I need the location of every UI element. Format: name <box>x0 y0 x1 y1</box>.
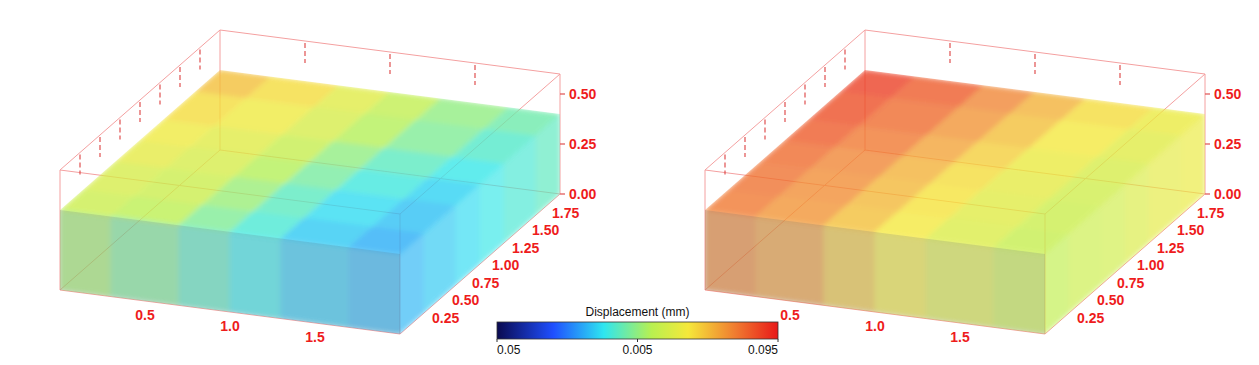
colorbar-tick-label: 0.095 <box>748 343 778 357</box>
colorbar-bar <box>497 322 778 339</box>
y-tick-label: 1.00 <box>492 257 519 273</box>
y-tick-label: 0.25 <box>1077 310 1104 326</box>
side-cell <box>536 114 560 215</box>
z-tick <box>1205 93 1210 94</box>
y-tick <box>179 67 180 87</box>
side-cell <box>456 184 480 285</box>
colorbar-tick <box>497 339 498 342</box>
side-cell <box>1045 233 1069 334</box>
panel-0: 0.51.01.50.250.500.751.001.251.501.750.0… <box>60 30 596 345</box>
colorbar-tick <box>778 339 779 342</box>
frame-edge <box>865 30 1205 74</box>
x-tick-label: 1.0 <box>220 318 240 334</box>
y-tick <box>824 67 825 87</box>
colorbar-tick <box>637 339 638 342</box>
side-cell <box>1181 114 1205 215</box>
x-tick <box>1119 65 1120 85</box>
y-tick-label: 1.75 <box>1197 205 1224 221</box>
z-tick-label: 0.25 <box>1214 136 1241 152</box>
x-tick-label: 1.5 <box>950 329 970 345</box>
colorbar-title: Displacement (mm) <box>585 305 689 319</box>
frame <box>705 30 1205 334</box>
y-tick <box>784 102 785 122</box>
y-tick <box>764 120 765 140</box>
y-tick <box>844 50 845 70</box>
x-tick <box>1034 54 1035 74</box>
front-shade <box>60 210 400 334</box>
y-tick-label: 1.25 <box>512 240 539 256</box>
z-tick <box>560 93 565 94</box>
x-tick <box>474 65 475 85</box>
x-tick <box>949 43 950 63</box>
side-cell <box>400 233 424 334</box>
z-tick-label: 0.50 <box>1214 86 1241 102</box>
y-tick <box>79 155 80 175</box>
z-tick <box>560 193 565 194</box>
y-tick-label: 1.50 <box>1177 222 1204 238</box>
frame-edge <box>220 30 560 74</box>
y-tick-label: 0.75 <box>472 275 499 291</box>
y-tick-label: 0.50 <box>1097 292 1124 308</box>
z-tick <box>1205 143 1210 144</box>
y-tick <box>744 137 745 157</box>
colorbar-tick-label: 0.05 <box>497 343 521 357</box>
side-cell <box>1101 184 1125 285</box>
y-tick-label: 0.50 <box>452 292 479 308</box>
volume <box>60 70 560 334</box>
frame <box>60 30 560 334</box>
y-tick <box>119 120 120 140</box>
y-tick <box>724 155 725 175</box>
z-tick-label: 0.00 <box>569 186 596 202</box>
side-cell <box>480 163 504 264</box>
x-tick-label: 1.5 <box>305 329 325 345</box>
y-tick-label: 1.75 <box>552 205 579 221</box>
side-cell <box>1125 163 1149 264</box>
volume <box>705 70 1205 334</box>
z-tick-label: 0.25 <box>569 136 596 152</box>
front-shade <box>705 210 1045 334</box>
z-tick-label: 0.50 <box>569 86 596 102</box>
y-tick <box>199 50 200 70</box>
colorbar: Displacement (mm) 0.05 0.005 0.095 <box>497 305 778 357</box>
x-tick-label: 0.5 <box>135 307 155 323</box>
x-tick <box>304 43 305 63</box>
z-tick <box>1205 193 1210 194</box>
y-tick <box>159 85 160 105</box>
z-tick-label: 0.00 <box>1214 186 1241 202</box>
y-tick-label: 1.00 <box>1137 257 1164 273</box>
x-tick <box>389 54 390 74</box>
y-tick <box>99 137 100 157</box>
y-tick-label: 0.75 <box>1117 275 1144 291</box>
y-tick <box>139 102 140 122</box>
x-tick-label: 0.5 <box>780 307 800 323</box>
colorbar-tick-label: 0.005 <box>622 343 652 357</box>
y-tick <box>804 85 805 105</box>
y-tick-label: 1.50 <box>532 222 559 238</box>
y-tick-label: 0.25 <box>432 310 459 326</box>
y-tick-label: 1.25 <box>1157 240 1184 256</box>
x-tick-label: 1.0 <box>865 318 885 334</box>
figure: 0.51.01.50.250.500.751.001.251.501.750.0… <box>0 0 1259 365</box>
z-tick <box>560 143 565 144</box>
panel-1: 0.51.01.50.250.500.751.001.251.501.750.0… <box>705 30 1241 345</box>
